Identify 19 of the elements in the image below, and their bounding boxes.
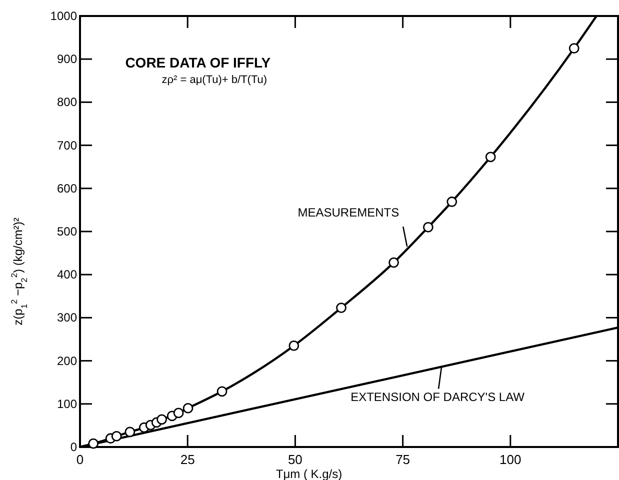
y-tick-label: 400 xyxy=(56,268,78,282)
y-tick-label: 200 xyxy=(56,354,78,368)
annotation: MEASUREMENTS xyxy=(298,206,400,220)
y-tick-label: 900 xyxy=(56,52,78,66)
x-tick-label: 50 xyxy=(288,452,302,467)
y-tick-label: 300 xyxy=(56,310,78,325)
y-tick-label: 1000 xyxy=(50,9,78,23)
text: zρ² = aμ(Tu)+ b/T(Tu) xyxy=(162,74,268,86)
x-tick-label: 100 xyxy=(500,452,522,467)
x-tick-label: 25 xyxy=(180,452,195,467)
x-tick-label: 75 xyxy=(396,452,410,467)
y-tick-label: 100 xyxy=(56,396,78,411)
y-tick-label: 800 xyxy=(56,95,78,110)
y-tick-label: 700 xyxy=(56,138,78,152)
y-tick-label: 0 xyxy=(70,440,78,454)
y-tick-label: 500 xyxy=(56,224,78,238)
text: CORE DATA OF IFFLY xyxy=(125,54,272,71)
y-tick-label: 600 xyxy=(56,181,78,196)
annotation: EXTENSION OF DARCY'S LAW xyxy=(350,390,526,404)
